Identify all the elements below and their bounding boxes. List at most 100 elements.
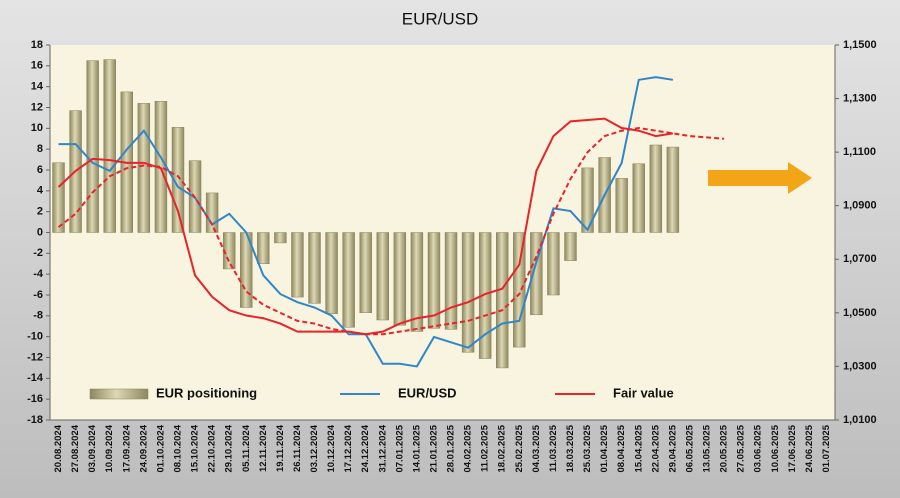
bar: [257, 232, 270, 264]
y2-tick-label: 1,0700: [843, 253, 877, 265]
x-tick-label: 11.03.2025: [548, 424, 559, 472]
y-tick-label: -6: [33, 289, 43, 301]
y2-tick-label: 1,1500: [843, 39, 877, 51]
x-tick-label: 08.10.2024: [173, 424, 184, 472]
y-tick-label: 10: [31, 122, 43, 134]
x-tick-label: 26.11.2024: [292, 424, 303, 472]
x-tick-label: 27.08.2024: [70, 424, 81, 472]
bar: [325, 232, 338, 314]
legend-swatch: [89, 388, 149, 400]
bar: [205, 192, 219, 233]
chart-title: EUR/USD: [402, 9, 479, 28]
bar: [393, 232, 407, 326]
y2-tick-label: 1,0100: [843, 414, 877, 426]
x-tick-label: 22.04.2025: [650, 424, 661, 472]
bar: [666, 146, 680, 233]
x-tick-label: 04.03.2025: [531, 424, 542, 472]
x-tick-label: 17.06.2025: [787, 424, 798, 472]
bar: [410, 232, 424, 332]
x-tick-label: 20.08.2024: [53, 424, 64, 472]
x-tick-label: 31.12.2024: [377, 424, 388, 472]
bar: [615, 178, 628, 233]
y-tick-label: 18: [31, 39, 43, 51]
x-tick-label: 01.04.2025: [599, 424, 610, 472]
legend-label: EUR/USD: [398, 385, 457, 400]
bar: [308, 232, 321, 304]
x-tick-label: 29.04.2025: [667, 424, 678, 472]
arrow: [708, 162, 812, 194]
bar: [649, 144, 663, 233]
x-tick-label: 19.11.2024: [275, 424, 286, 472]
plot-area: [50, 45, 835, 420]
y-tick-label: 8: [37, 143, 43, 155]
x-tick-label: 07.01.2025: [394, 424, 405, 472]
x-tick-label: 25.02.2025: [514, 424, 525, 472]
bar: [632, 163, 645, 233]
x-tick-label: 24.09.2024: [138, 424, 149, 472]
x-tick-label: 28.01.2025: [446, 424, 457, 472]
x-tick-label: 03.06.2025: [753, 424, 764, 472]
bar: [461, 232, 475, 353]
x-tick-label: 01.07.2025: [821, 424, 832, 472]
x-tick-label: 18.03.2025: [565, 424, 576, 472]
x-tick-label: 17.09.2024: [121, 424, 132, 472]
x-tick-label: 04.02.2025: [463, 424, 474, 472]
x-tick-label: 06.05.2025: [684, 424, 695, 472]
x-tick-label: 03.12.2024: [309, 424, 320, 472]
y-tick-label: 2: [37, 206, 43, 218]
line: [57, 127, 725, 336]
x-tick-label: 01.10.2024: [155, 424, 166, 472]
y2-tick-label: 1,1100: [843, 146, 876, 158]
x-tick-label: 29.10.2024: [224, 424, 235, 472]
bar: [86, 60, 99, 233]
y-tick-label: 6: [37, 164, 43, 176]
x-tick-label: 27.05.2025: [736, 424, 747, 472]
bar: [547, 232, 560, 296]
x-tick-label: 17.12.2024: [343, 424, 354, 472]
bar: [581, 167, 594, 233]
x-tick-label: 24.06.2025: [804, 424, 815, 472]
bar: [137, 103, 151, 233]
y-tick-label: 0: [37, 226, 43, 238]
y-tick-label: -8: [33, 310, 43, 322]
bar: [530, 232, 543, 316]
y2-tick-label: 1,0300: [843, 360, 877, 372]
y2-tick-label: 1,0900: [843, 200, 877, 212]
x-tick-label: 21.01.2025: [428, 424, 439, 472]
y-tick-label: 16: [31, 60, 43, 72]
x-tick-label: 13.05.2025: [702, 424, 713, 472]
x-tick-label: 22.10.2024: [207, 424, 218, 472]
x-tick-label: 12.11.2024: [258, 424, 269, 472]
x-tick-label: 24.12.2024: [360, 424, 371, 472]
x-tick-label: 20.05.2025: [719, 424, 730, 472]
y-tick-label: -16: [27, 393, 43, 405]
x-tick-label: 15.04.2025: [633, 424, 644, 472]
bar: [513, 232, 526, 348]
bar: [359, 232, 372, 313]
legend-label: EUR positioning: [156, 385, 257, 400]
x-tick-label: 10.06.2025: [770, 424, 781, 472]
y-tick-label: -10: [27, 331, 43, 343]
bar: [103, 59, 116, 233]
y-tick-label: 4: [37, 185, 44, 197]
bar: [52, 162, 65, 233]
y-tick-label: -2: [33, 247, 43, 259]
bar: [376, 232, 389, 321]
x-tick-label: 10.09.2024: [104, 424, 115, 472]
y-tick-label: 14: [31, 81, 44, 93]
y-tick-label: -12: [27, 351, 43, 363]
y-tick-label: 12: [31, 101, 43, 113]
x-tick-label: 05.11.2024: [241, 424, 252, 472]
y2-tick-label: 1,0500: [843, 307, 877, 319]
bar: [496, 232, 509, 369]
x-tick-label: 25.03.2025: [582, 424, 593, 472]
x-tick-label: 18.02.2025: [497, 424, 508, 472]
y-tick-label: -18: [27, 414, 43, 426]
x-tick-label: 03.09.2024: [87, 424, 98, 472]
x-tick-label: 14.01.2025: [411, 424, 422, 472]
bar: [427, 232, 441, 329]
y-tick-label: -14: [27, 372, 44, 384]
y2-tick-label: 1,1300: [843, 92, 877, 104]
y-tick-label: -4: [33, 268, 44, 280]
